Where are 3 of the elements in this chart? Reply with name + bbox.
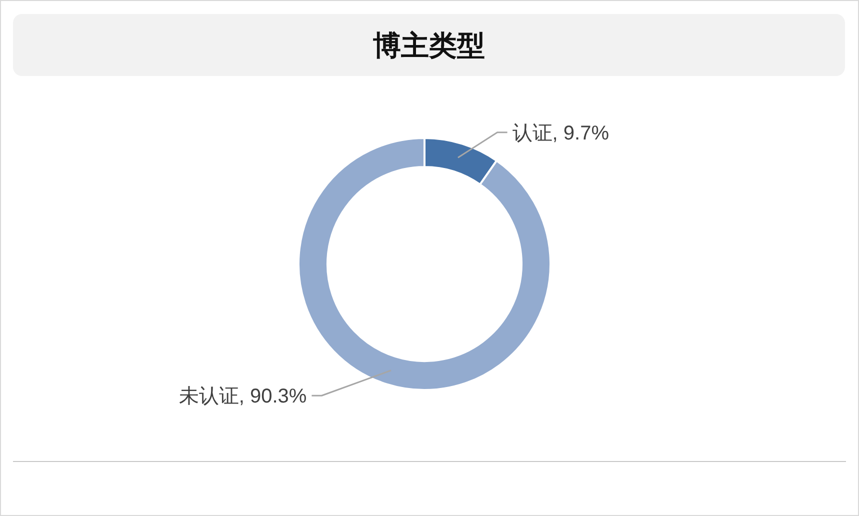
chart-title: 博主类型 [372,30,485,61]
slice-label: 未认证, 90.3% [178,386,307,408]
slice-label: 认证, 9.7% [512,122,610,144]
